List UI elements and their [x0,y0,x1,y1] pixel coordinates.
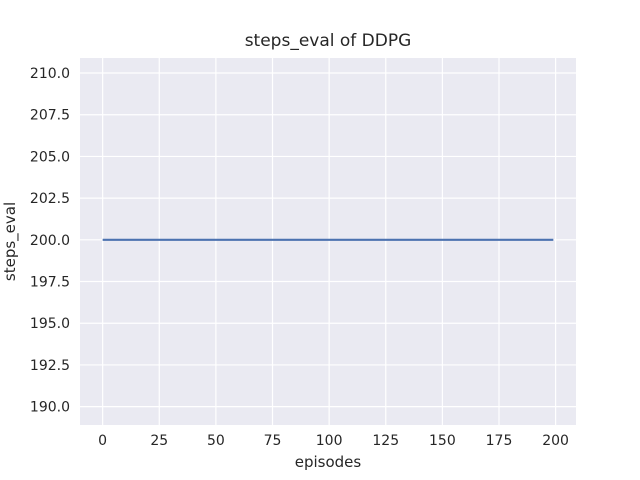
y-tick-label: 197.5 [30,275,70,291]
x-tick-label: 50 [207,433,225,449]
y-tick-label: 192.5 [30,358,70,374]
x-tick-label: 100 [316,433,343,449]
x-tick-label: 150 [429,433,456,449]
y-tick-label: 205.0 [30,149,70,165]
chart-title: steps_eval of DDPG [245,31,412,51]
x-tick-label: 175 [486,433,513,449]
plot-area [80,58,576,425]
y-tick-label: 202.5 [30,191,70,207]
x-axis-label: episodes [295,453,362,471]
x-tick-label: 200 [542,433,569,449]
x-tick-label: 0 [98,433,107,449]
x-tick-label: 25 [150,433,168,449]
y-axis-label: steps_eval [1,202,20,281]
y-tick-label: 200.0 [30,233,70,249]
y-tick-label: 210.0 [30,66,70,82]
x-tick-label: 75 [264,433,282,449]
x-tick-label: 125 [372,433,399,449]
y-tick-label: 190.0 [30,400,70,416]
y-tick-label: 207.5 [30,108,70,124]
y-tick-label: 195.0 [30,316,70,332]
